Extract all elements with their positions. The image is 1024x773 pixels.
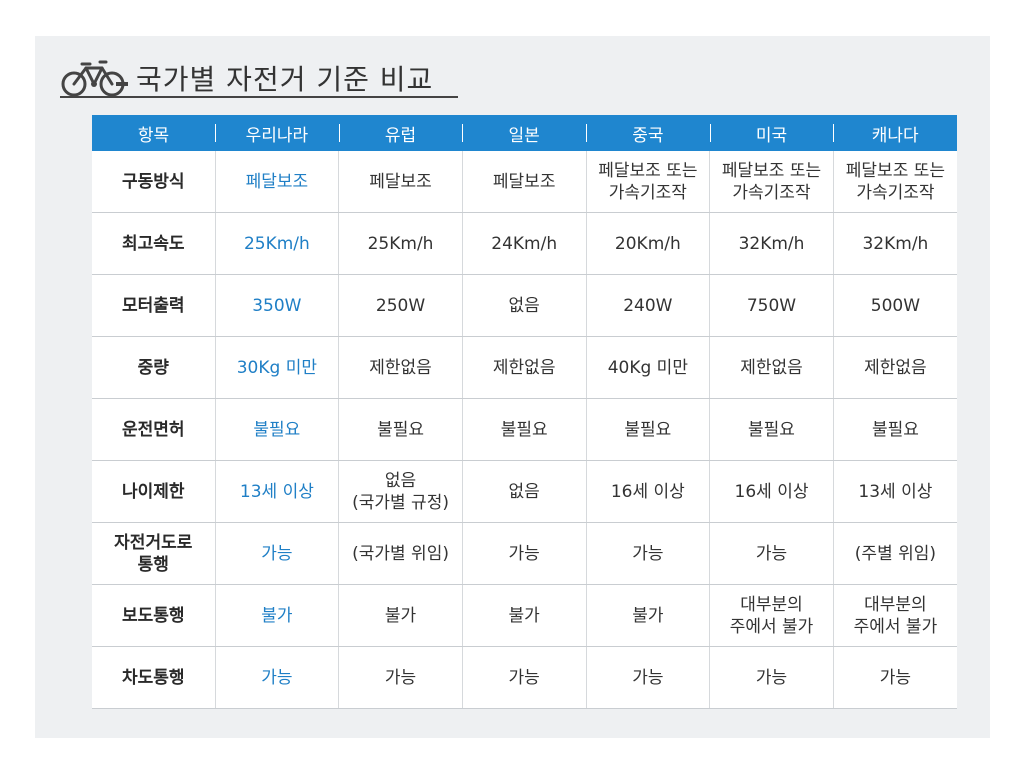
table-cell: 페달보조 bbox=[338, 151, 463, 213]
table-cell: 가능 bbox=[832, 646, 957, 709]
table-cell: 25Km/h bbox=[338, 212, 463, 275]
korea-cell: 불가 bbox=[214, 584, 339, 647]
row-label: 차도통행 bbox=[92, 646, 216, 709]
table-cell: 대부분의 주에서 불가 bbox=[832, 584, 957, 647]
table-cell: 불필요 bbox=[338, 398, 463, 461]
korea-cell: 25Km/h bbox=[214, 212, 339, 275]
table-row: 운전면허 불필요 불필요 불필요 불필요 불필요 불필요 bbox=[92, 398, 957, 461]
table-cell: 없음 bbox=[461, 274, 587, 337]
table-cell: 없음 bbox=[461, 460, 587, 523]
row-label: 모터출력 bbox=[92, 274, 216, 337]
korea-cell: 가능 bbox=[214, 522, 339, 585]
korea-cell: 13세 이상 bbox=[214, 460, 339, 523]
table-cell: 불필요 bbox=[461, 398, 587, 461]
table-cell: 불가 bbox=[585, 584, 710, 647]
row-label: 최고속도 bbox=[92, 212, 216, 275]
table-cell: 페달보조 bbox=[461, 151, 587, 213]
korea-cell: 가능 bbox=[214, 646, 339, 709]
table-row: 구동방식 페달보조 페달보조 페달보조 페달보조 또는 가속기조작 페달보조 또는 가속기조작… bbox=[92, 151, 957, 213]
table-cell: 없음 (국가별 규정) bbox=[338, 460, 463, 523]
table-cell: 불필요 bbox=[709, 398, 834, 461]
row-label: 나이제한 bbox=[92, 460, 216, 523]
column-header-country: 캐나다 bbox=[833, 115, 957, 151]
table-row: 중량 30Kg 미만 제한없음 제한없음 40Kg 미만 제한없음 제한없음 bbox=[92, 336, 957, 399]
table-cell: 제한없음 bbox=[832, 336, 957, 399]
korea-cell: 350W bbox=[214, 274, 339, 337]
table-row: 차도통행 가능 가능 가능 가능 가능 가능 bbox=[92, 646, 957, 709]
korea-cell: 30Kg 미만 bbox=[214, 336, 339, 399]
table-cell: 제한없음 bbox=[338, 336, 463, 399]
title-area: 국가별 자전거 기준 비교 bbox=[60, 56, 460, 100]
row-label: 중량 bbox=[92, 336, 216, 399]
row-label: 보도통행 bbox=[92, 584, 216, 647]
table-cell: (주별 위임) bbox=[832, 522, 957, 585]
table-cell: 불필요 bbox=[585, 398, 710, 461]
table-cell: 제한없음 bbox=[709, 336, 834, 399]
table-cell: 32Km/h bbox=[832, 212, 957, 275]
column-header-country: 우리나라 bbox=[215, 115, 339, 151]
table-cell: (국가별 위임) bbox=[338, 522, 463, 585]
table-cell: 불필요 bbox=[832, 398, 957, 461]
table-cell: 가능 bbox=[709, 646, 834, 709]
title-underline bbox=[60, 96, 458, 98]
table-cell: 페달보조 또는 가속기조작 bbox=[709, 151, 834, 213]
column-header-item: 항목 bbox=[92, 115, 216, 151]
korea-cell: 페달보조 bbox=[214, 151, 339, 213]
table-row: 모터출력 350W 250W 없음 240W 750W 500W bbox=[92, 274, 957, 337]
table-row: 자전거도로 통행 가능 (국가별 위임) 가능 가능 가능 (주별 위임) bbox=[92, 522, 957, 585]
table-cell: 750W bbox=[709, 274, 834, 337]
page-title: 국가별 자전거 기준 비교 bbox=[136, 63, 434, 96]
table-cell: 250W bbox=[338, 274, 463, 337]
table-cell: 제한없음 bbox=[461, 336, 587, 399]
table-cell: 32Km/h bbox=[709, 212, 834, 275]
table-cell: 불가 bbox=[338, 584, 463, 647]
row-label: 구동방식 bbox=[92, 151, 216, 213]
table-cell: 13세 이상 bbox=[832, 460, 957, 523]
table-cell: 16세 이상 bbox=[709, 460, 834, 523]
table-row: 보도통행 불가 불가 불가 불가 대부분의 주에서 불가 대부분의 주에서 불가 bbox=[92, 584, 957, 647]
table-row: 최고속도 25Km/h 25Km/h 24Km/h 20Km/h 32Km/h 32Km/h bbox=[92, 212, 957, 275]
table-cell: 가능 bbox=[585, 522, 710, 585]
table-cell: 가능 bbox=[585, 646, 710, 709]
table-cell: 500W bbox=[832, 274, 957, 337]
column-header-country: 중국 bbox=[586, 115, 710, 151]
table-body: 구동방식 페달보조 페달보조 페달보조 페달보조 또는 가속기조작 페달보조 또는 가속기조작… bbox=[92, 151, 957, 709]
column-header-country: 미국 bbox=[709, 115, 834, 151]
table-cell: 가능 bbox=[338, 646, 463, 709]
table-cell: 40Kg 미만 bbox=[585, 336, 710, 399]
bicycle-icon bbox=[61, 60, 128, 97]
table-cell: 페달보조 또는 가속기조작 bbox=[832, 151, 957, 213]
table-row: 나이제한 13세 이상 없음 (국가별 규정) 없음 16세 이상 16세 이상 13세 이상 bbox=[92, 460, 957, 523]
table-header-row: 항목 우리나라 유럽 일본 중국 미국 캐나다 bbox=[92, 115, 957, 151]
korea-cell: 불필요 bbox=[214, 398, 339, 461]
row-label: 자전거도로 통행 bbox=[92, 522, 216, 585]
table-cell: 불가 bbox=[461, 584, 587, 647]
table-cell: 24Km/h bbox=[461, 212, 587, 275]
table-cell: 20Km/h bbox=[585, 212, 710, 275]
table-cell: 가능 bbox=[709, 522, 834, 585]
column-header-country: 유럽 bbox=[338, 115, 463, 151]
table-cell: 240W bbox=[585, 274, 710, 337]
table-cell: 가능 bbox=[461, 522, 587, 585]
row-label: 운전면허 bbox=[92, 398, 216, 461]
table-cell: 대부분의 주에서 불가 bbox=[709, 584, 834, 647]
table-cell: 가능 bbox=[461, 646, 587, 709]
table-cell: 16세 이상 bbox=[585, 460, 710, 523]
table-cell: 페달보조 또는 가속기조작 bbox=[585, 151, 710, 213]
column-header-country: 일본 bbox=[462, 115, 587, 151]
comparison-table: 항목 우리나라 유럽 일본 중국 미국 캐나다 구동방식 페달보조 페달보조 페달보조 페달보조 또… bbox=[92, 115, 957, 709]
